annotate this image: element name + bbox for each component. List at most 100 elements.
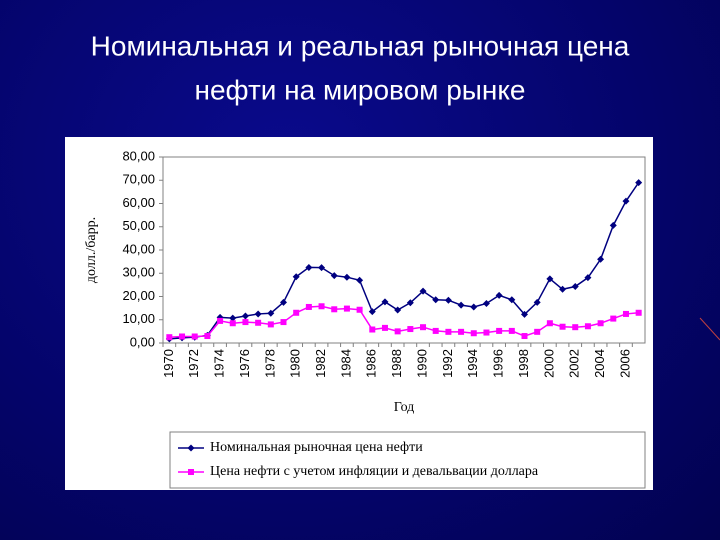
x-tick-label: 1978 [262,349,277,378]
data-point [584,323,591,330]
x-tick-label: 1986 [364,349,379,378]
data-point [280,298,287,306]
y-tick-label: 0,00 [130,334,155,349]
data-point [217,317,224,324]
data-point [318,303,325,310]
data-point [394,328,401,335]
y-tick-label: 80,00 [122,148,155,163]
data-point [229,320,236,327]
data-point [318,264,326,272]
data-point [521,333,528,340]
data-point [483,329,490,336]
data-point [343,273,351,281]
title-line: Номинальная и реальная рыночная цена [91,30,630,61]
data-point [597,255,605,263]
data-point [394,306,402,314]
y-tick-label: 20,00 [122,288,155,303]
y-tick-label: 50,00 [122,218,155,233]
legend [169,431,646,489]
title-line: нефти на мировом рынке [194,74,525,105]
data-point [508,296,516,304]
data-point [242,319,249,326]
y-axis-label: долл./барр. [84,217,99,283]
data-point [534,328,541,335]
data-point [369,326,376,333]
x-tick-label: 1970 [161,349,176,378]
data-point [241,312,249,320]
data-point [406,299,414,307]
data-point [444,296,452,304]
x-tick-label: 1976 [237,349,252,378]
legend-marker [188,469,194,475]
data-point [533,298,541,306]
data-point [546,275,554,283]
data-point [381,324,388,331]
data-point [407,326,414,333]
data-point [293,309,300,316]
data-point [343,305,350,312]
data-point [191,333,198,340]
data-point [635,179,643,187]
x-tick-label: 1996 [491,349,506,378]
data-point [521,310,528,318]
x-axis-label: Год [394,400,415,415]
data-point [305,303,312,310]
data-point [331,306,338,313]
y-tick-label: 70,00 [122,172,155,187]
data-point [635,309,642,316]
x-tick-label: 1998 [516,349,531,378]
data-point [368,308,376,316]
data-point [610,315,617,322]
data-point [267,321,274,328]
x-tick-label: 1988 [389,349,404,378]
data-point [330,272,338,280]
data-point [280,319,287,326]
data-point [470,330,477,337]
data-point [546,320,553,327]
data-point [622,310,629,317]
x-tick-label: 2000 [541,349,556,378]
y-tick-label: 60,00 [122,195,155,210]
x-tick-label: 1972 [186,349,201,378]
data-point [609,221,617,229]
data-point [470,303,478,311]
data-point [179,333,186,340]
data-point [381,298,389,306]
data-point [432,296,440,304]
data-point [571,283,579,291]
data-point [432,327,439,334]
x-tick-label: 2006 [617,349,632,378]
legend-label: Номинальная рыночная цена нефти [210,440,423,455]
x-tick-label: 1994 [465,349,480,378]
legend-label: Цена нефти с учетом инфляции и девальвац… [210,464,539,479]
data-point [445,328,452,335]
legend-marker [187,444,195,452]
y-tick-label: 10,00 [122,311,155,326]
data-point [292,273,300,281]
decoration [699,317,720,341]
data-point [559,285,567,293]
x-tick-label: 1982 [313,349,328,378]
data-point [495,291,503,299]
y-tick-label: 40,00 [122,241,155,256]
data-point [572,324,579,331]
data-point [229,314,237,322]
data-point [356,276,364,284]
data-point [305,263,313,271]
x-tick-label: 2002 [567,349,582,378]
x-tick-label: 1990 [414,349,429,378]
data-point [254,310,262,318]
data-point [496,327,503,334]
data-point [584,274,592,282]
x-tick-label: 1974 [212,349,227,378]
data-point [420,324,427,331]
data-point [482,299,490,307]
x-tick-label: 1980 [288,349,303,378]
x-tick-label: 1984 [338,349,353,378]
data-point [622,197,630,205]
data-point [508,327,515,334]
x-tick-label: 2004 [592,349,607,378]
data-point [597,320,604,327]
data-point [166,334,173,341]
